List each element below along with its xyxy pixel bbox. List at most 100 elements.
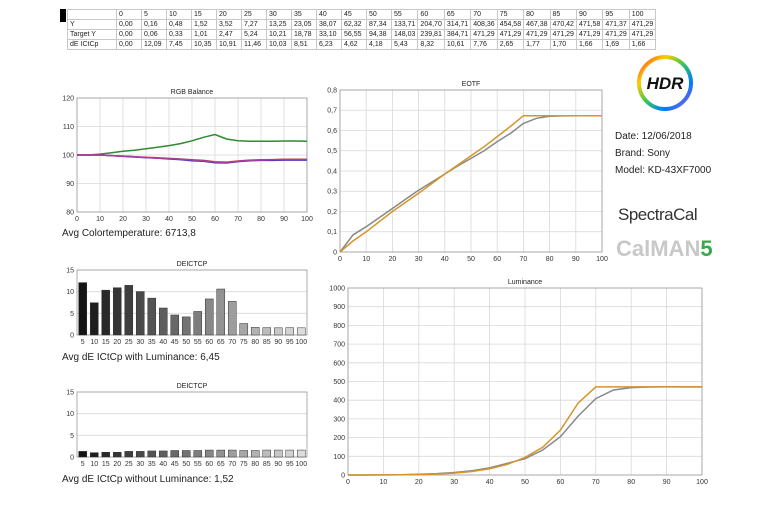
x-tick-label: 70 — [520, 256, 528, 263]
y-tick-label: 0,6 — [327, 128, 337, 135]
y-tick-label: 0,7 — [327, 108, 337, 115]
table-cell: 7,76 — [470, 39, 498, 50]
x-tick-label: 20 — [119, 216, 127, 223]
chart-title: RGB Balance — [171, 89, 214, 96]
table-cell: 4,18 — [366, 39, 392, 50]
luminance-chart: Luminance0100200300400500600700800900100… — [329, 279, 708, 486]
table-cell: 1,66 — [628, 39, 657, 50]
rgb-balance-chart: RGB Balance 80 90 100 110 120 0 10 20 30 40 50 60 70 8… — [62, 89, 313, 223]
x-tick-label: 10 — [90, 461, 98, 468]
plot-frame — [347, 287, 703, 476]
bar — [89, 302, 99, 336]
table-cell: 87,34 — [366, 19, 392, 30]
table-cell: 239,81 — [417, 29, 445, 40]
table-cell: 471,29 — [470, 29, 498, 40]
x-tick-label: 70 — [228, 339, 236, 346]
y-tick-label: 100 — [62, 152, 74, 159]
bar — [78, 451, 88, 458]
bar — [239, 323, 249, 336]
table-cell: 471,29 — [496, 29, 525, 40]
table-cell: 2,65 — [496, 39, 525, 50]
table-cell: 408,36 — [470, 19, 498, 30]
x-tick-label: 10 — [362, 256, 370, 263]
x-tick-label: 30 — [415, 256, 423, 263]
table-cell: 1,77 — [523, 39, 551, 50]
hdr-logo-text: HDR — [647, 74, 685, 93]
table-header-cell: 60 — [417, 9, 445, 20]
table-header-cell: 35 — [291, 9, 317, 20]
x-tick-label: 95 — [286, 461, 294, 468]
x-tick-label: 40 — [486, 479, 494, 486]
y-tick-label: 120 — [62, 95, 74, 102]
chart-title: EOTF — [462, 81, 481, 88]
y-tick-label: 0,1 — [327, 229, 337, 236]
y-tick-label: 100 — [333, 454, 345, 461]
series-line-3 — [77, 154, 307, 164]
y-tick-label: 0 — [70, 332, 74, 339]
x-tick-label: 40 — [165, 216, 173, 223]
bar — [158, 450, 168, 458]
table-cell: 471,29 — [628, 29, 657, 40]
bar — [124, 285, 134, 336]
table-cell: 133,71 — [390, 19, 419, 30]
bar — [250, 450, 260, 458]
x-tick-label: 50 — [188, 216, 196, 223]
table-row: dE ICtCp 0,00 12,09 7,45 10,35 10,91 11,46 10,0… — [67, 39, 657, 50]
bar — [239, 450, 249, 458]
x-tick-label: 0 — [75, 216, 79, 223]
y-tick-label: 15 — [66, 389, 74, 396]
x-tick-label: 95 — [286, 339, 294, 346]
bar — [204, 298, 214, 336]
x-tick-label: 40 — [441, 256, 449, 263]
x-tick-label: 100 — [696, 479, 708, 486]
x-tick-label: 100 — [295, 461, 307, 468]
x-tick-label: 15 — [102, 461, 110, 468]
bar — [250, 327, 260, 336]
chart-title: DEICTCP — [177, 261, 208, 268]
table-cell: 8,51 — [291, 39, 317, 50]
x-tick-label: 80 — [251, 461, 259, 468]
table-cell: 471,29 — [628, 19, 657, 30]
table-header-cell: 45 — [341, 9, 367, 20]
bar — [112, 451, 122, 458]
x-tick-label: 35 — [148, 461, 156, 468]
x-tick-label: 70 — [228, 461, 236, 468]
bar — [112, 287, 122, 336]
table-cell: 0,33 — [166, 29, 192, 40]
table-cell: 467,38 — [523, 19, 551, 30]
x-tick-label: 65 — [217, 339, 225, 346]
plot-frame — [76, 391, 308, 458]
y-tick-label: 110 — [63, 124, 74, 131]
bar — [147, 450, 157, 458]
table-header-cell: 70 — [470, 9, 498, 20]
table-cell: 7,45 — [166, 39, 192, 50]
table-header-cell: 95 — [602, 9, 630, 20]
info-brand: Brand: Sony — [615, 148, 671, 159]
y-tick-label: 5 — [70, 433, 74, 440]
x-tick-label: 20 — [113, 461, 121, 468]
x-tick-label: 50 — [467, 256, 475, 263]
table-header-cell: 10 — [166, 9, 192, 20]
marker-block — [60, 9, 66, 22]
bar — [181, 450, 191, 458]
x-tick-label: 100 — [301, 216, 313, 223]
bar — [216, 449, 226, 458]
bar — [216, 288, 226, 336]
x-tick-label: 80 — [257, 216, 265, 223]
table-header-cell: 25 — [241, 9, 267, 20]
x-tick-label: 30 — [136, 339, 144, 346]
table-header-cell: 15 — [191, 9, 217, 20]
x-tick-label: 75 — [240, 461, 248, 468]
table-header-cell: 30 — [266, 9, 292, 20]
y-tick-label: 0,8 — [327, 87, 337, 94]
bar — [170, 314, 180, 336]
table-cell: 0,06 — [141, 29, 167, 40]
chart-title: Luminance — [508, 279, 542, 286]
x-tick-label: 25 — [125, 339, 133, 346]
table-row: Y 0,00 0,16 0,48 1,52 3,52 7,27 13,25 23,05 38,07… — [67, 19, 657, 30]
y-tick-label: 400 — [333, 398, 345, 405]
table-cell: 7,27 — [241, 19, 267, 30]
table-corner-cell — [67, 9, 117, 20]
table-cell: 13,25 — [266, 19, 292, 30]
